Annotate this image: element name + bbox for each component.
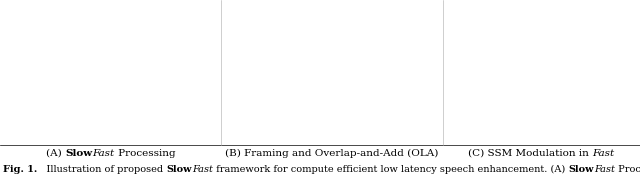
- Text: Processing: Processing: [115, 149, 175, 158]
- Text: Slow: Slow: [568, 165, 594, 174]
- Text: Fig. 1.: Fig. 1.: [3, 165, 38, 174]
- Text: (B) Framing and Overlap-and-Add (OLA): (B) Framing and Overlap-and-Add (OLA): [225, 149, 438, 158]
- Text: Slow: Slow: [166, 165, 192, 174]
- Text: Slow: Slow: [65, 149, 92, 158]
- Text: Fast: Fast: [192, 165, 213, 174]
- Text: Fast: Fast: [592, 149, 614, 158]
- Text: Fast: Fast: [594, 165, 615, 174]
- Text: Processing when δ = 3. The: Processing when δ = 3. The: [615, 165, 640, 174]
- Text: (C) SSM Modulation in: (C) SSM Modulation in: [468, 149, 592, 158]
- Text: (A): (A): [46, 149, 65, 158]
- Text: framework for compute efficient low latency speech enhancement. (A): framework for compute efficient low late…: [213, 165, 568, 175]
- Bar: [0, 0, 640, 145]
- Text: Fast: Fast: [92, 149, 115, 158]
- Text: Illustration of proposed: Illustration of proposed: [38, 165, 166, 174]
